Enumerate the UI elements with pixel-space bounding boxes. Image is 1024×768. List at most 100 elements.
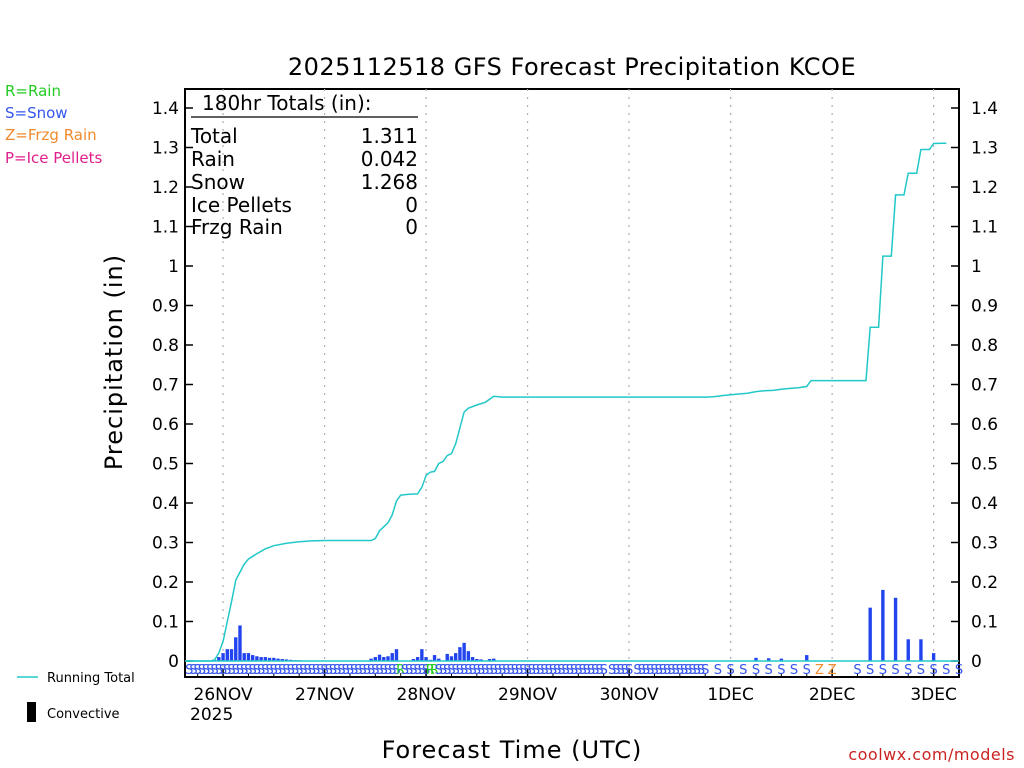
year-label: 2025 [190, 705, 233, 725]
precip-type-marker: S [253, 663, 261, 678]
totals-rain-label: Rain [191, 147, 235, 171]
y-tick-label-left: 0 [168, 652, 179, 672]
convective-bar [479, 659, 483, 661]
precip-type-marker: S [929, 663, 937, 678]
precip-type-marker: S [274, 663, 282, 678]
convective-bar [238, 625, 242, 661]
x-tick-label-26NOV: 26NOV [194, 685, 253, 705]
convective-bar [382, 657, 386, 661]
y-tick-label-left: 1.4 [152, 99, 179, 119]
precip-type-marker: S [612, 663, 620, 678]
precip-type-marker: S [435, 663, 443, 678]
totals-snow-value: 1.268 [361, 170, 418, 194]
precip-type-marker: S [511, 663, 519, 678]
precip-type-marker: S [329, 663, 337, 678]
y-tick-label-right: 1.2 [971, 178, 998, 198]
precip-type-marker: S [215, 663, 223, 678]
precip-type-marker: S [371, 663, 379, 678]
precip-type-marker: S [219, 663, 227, 678]
precip-type-marker: S [726, 663, 734, 678]
precip-type-marker: S [557, 663, 565, 678]
convective-bar [411, 659, 416, 661]
y-tick-label-left: 0.2 [152, 573, 179, 593]
precip-type-marker: S [346, 663, 354, 678]
precip-type-marker: R [396, 663, 405, 678]
precip-type-marker: S [790, 663, 798, 678]
precip-type-marker: S [545, 663, 553, 678]
precip-type-markers: SSSSSSSSSSSSSSSSSSSSSSSSSSSSSSSSSSSSSSSS… [185, 663, 963, 678]
legend-snow-key: S=Snow [5, 104, 68, 122]
series-legend: Running Total Convective [17, 671, 135, 722]
precip-type-marker: S [853, 663, 861, 678]
precip-type-marker: S [278, 663, 286, 678]
y-tick-label-left: 0.9 [152, 297, 179, 317]
convective-bar [280, 659, 284, 661]
y-tick-label-right: 0.4 [971, 494, 998, 514]
precip-type-marker: S [659, 663, 667, 678]
precip-type-marker: S [325, 663, 333, 678]
y-tick-label-left: 0.3 [152, 534, 179, 554]
precip-type-marker: S [528, 663, 536, 678]
convective-bar [805, 655, 809, 661]
convective-bar [250, 655, 255, 661]
precip-type-marker: S [185, 663, 193, 678]
precip-type-marker: S [570, 663, 578, 678]
totals-rain-value: 0.042 [361, 147, 418, 171]
y-tick-label-left: 0.5 [152, 455, 179, 475]
y-tick-label-right: 0.1 [971, 613, 998, 633]
precip-type-marker: S [671, 663, 679, 678]
totals-snow-label: Snow [191, 170, 245, 194]
convective-bar [369, 658, 373, 661]
precip-type-marker: S [291, 663, 299, 678]
precip-type-marker: S [739, 663, 747, 678]
precip-type-marker: S [578, 663, 586, 678]
precip-type-marker: S [354, 663, 362, 678]
y-tick-label-left: 0.8 [152, 336, 179, 356]
convective-bar [462, 642, 466, 661]
precip-type-marker: S [384, 663, 392, 678]
precip-type-key: R=Rain S=Snow Z=Frzg Rain P=Ice Pellets [5, 82, 102, 167]
precip-type-marker: S [650, 663, 658, 678]
convective-bar [420, 649, 424, 661]
y-axis-ticks: 0 00.1 0.10.2 0.20.3 0.30.4 0.40.5 0.50.6 0.60.… [152, 99, 998, 672]
precip-type-marker: S [405, 663, 413, 678]
precip-type-marker: S [642, 663, 650, 678]
convective-bar [868, 607, 872, 661]
precip-type-marker: S [621, 663, 629, 678]
precip-type-marker: Z [815, 663, 824, 678]
precip-type-marker: S [591, 663, 599, 678]
precip-type-marker: S [701, 663, 709, 678]
precip-type-marker: S [350, 663, 358, 678]
convective-bar [272, 657, 276, 661]
precip-type-marker: S [409, 663, 417, 678]
convective-bar [906, 639, 910, 661]
y-tick-label-right: 0.8 [971, 336, 998, 356]
convective-bar [234, 637, 238, 661]
y-tick-label-right: 1.3 [971, 139, 998, 159]
precip-type-marker: S [240, 663, 248, 678]
x-axis-title: Forecast Time (UTC) [382, 736, 643, 764]
precip-type-marker: S [536, 663, 544, 678]
running-total-legend-label: Running Total [47, 671, 135, 686]
precip-type-marker: S [532, 663, 540, 678]
precip-type-marker: S [600, 663, 608, 678]
convective-bar [487, 659, 492, 661]
precip-type-marker: S [468, 663, 476, 678]
precip-type-marker: S [625, 663, 633, 678]
precip-type-marker: S [388, 663, 396, 678]
legend-ice-pellets-key: P=Ice Pellets [5, 149, 102, 167]
convective-bar [255, 656, 259, 661]
y-tick-label-left: 0.7 [152, 376, 179, 396]
convective-bar [919, 639, 923, 661]
precip-type-marker: S [646, 663, 654, 678]
precip-type-marker: S [540, 663, 548, 678]
precip-type-marker: S [566, 663, 574, 678]
precip-type-marker: S [249, 663, 257, 678]
precip-type-marker: S [261, 663, 269, 678]
precip-type-marker: S [955, 663, 963, 678]
precip-type-marker: S [676, 663, 684, 678]
precip-type-marker: S [917, 663, 925, 678]
precip-type-marker: S [866, 663, 874, 678]
convective-bar [779, 658, 784, 661]
y-tick-label-right: 0.9 [971, 297, 998, 317]
